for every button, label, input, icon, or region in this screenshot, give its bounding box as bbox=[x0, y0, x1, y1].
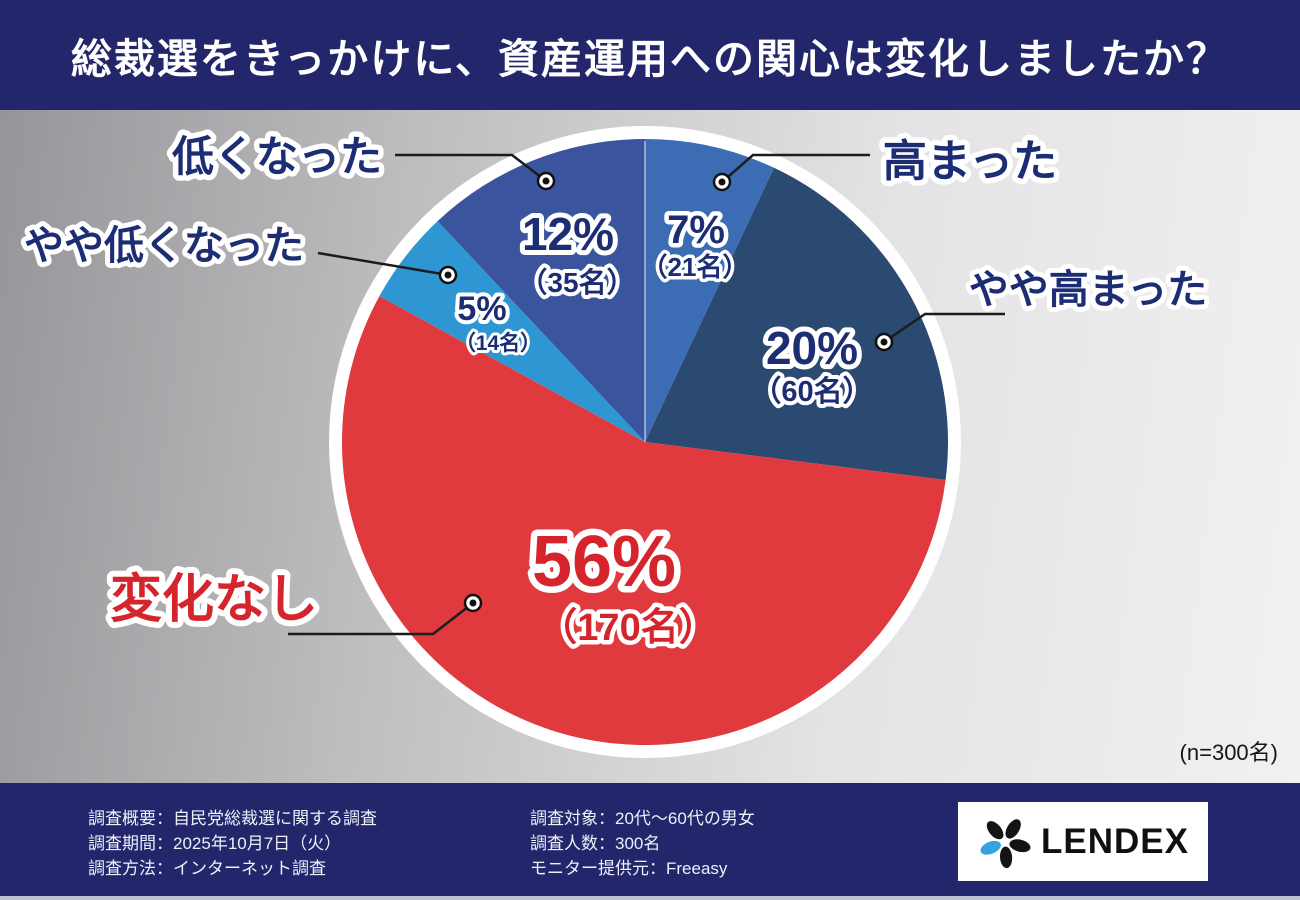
slice-pct-hikuku: 12% bbox=[522, 208, 614, 260]
pie-chart-svg: 高まった やや高まった 変化なし やや低くなった 低くなった 7% （21名） … bbox=[19, 126, 1212, 758]
sample-size-label: (n=300名) bbox=[1179, 740, 1278, 765]
leader-line-yaya-takamatta bbox=[883, 312, 1005, 344]
lendex-flower-icon bbox=[980, 818, 1031, 868]
leader-dot-hikuku-core bbox=[542, 177, 550, 185]
lendex-logo: LENDEX bbox=[958, 802, 1208, 881]
page-title: 総裁選をきっかけに、資産運用への関心は変化しましたか？ bbox=[70, 36, 1230, 82]
survey-monitor: モニター提供元：Freeasy bbox=[530, 859, 728, 878]
header-banner: 総裁選をきっかけに、資産運用への関心は変化しましたか？ bbox=[0, 0, 1300, 110]
pie-slice-3 bbox=[341, 296, 946, 746]
survey-target: 調査対象：20代～60代の男女 bbox=[530, 809, 755, 828]
callout-label-yaya-hikuku: やや低くなった bbox=[24, 224, 304, 268]
survey-method: 調査方法：インターネット調査 bbox=[88, 859, 326, 878]
slice-pct-takamatta: 7% bbox=[667, 208, 725, 252]
leader-dot-yaya-hikuku-core bbox=[444, 271, 452, 279]
survey-count: 調査人数：300名 bbox=[530, 834, 661, 853]
survey-info-right: 調査対象：20代～60代の男女 調査人数：300名 モニター提供元：Freeas… bbox=[530, 806, 755, 881]
callout-label-takamatta: 高まった bbox=[883, 137, 1057, 186]
leader-line-henka-nashi bbox=[288, 602, 474, 636]
leader-line-yaya-hikuku bbox=[317, 251, 449, 277]
slice-count-henka-nashi: （170名） bbox=[539, 607, 716, 649]
leader-lines bbox=[288, 153, 1005, 636]
survey-info-left: 調査概要：自民党総裁選に関する調査 調査期間：2025年10月7日（火） 調査方… bbox=[88, 806, 377, 881]
leader-dot-takamatta-core bbox=[718, 178, 726, 186]
leader-line-takamatta bbox=[721, 153, 870, 183]
pie-slice-2 bbox=[645, 167, 948, 481]
survey-period: 調査期間：2025年10月7日（火） bbox=[88, 834, 342, 853]
slice-count-hikuku: （35名） bbox=[519, 266, 634, 298]
leader-line-hikuku bbox=[395, 153, 547, 182]
slice-pct-henka-nashi: 56% bbox=[532, 522, 676, 602]
chart-area: 高まった やや高まった 変化なし やや低くなった 低くなった 7% （21名） … bbox=[0, 110, 1300, 783]
callout-label-yaya-takamatta: やや高まった bbox=[969, 268, 1207, 312]
lendex-logo-text: LENDEX bbox=[1041, 821, 1189, 861]
slice-pct-yaya-hikuku: 5% bbox=[457, 290, 506, 328]
slice-pct-yaya-takamatta: 20% bbox=[766, 322, 858, 374]
survey-overview: 調査概要：自民党総裁選に関する調査 bbox=[88, 809, 377, 828]
footer-bar: 調査概要：自民党総裁選に関する調査 調査期間：2025年10月7日（火） 調査方… bbox=[0, 783, 1300, 900]
leader-dot-henka-nashi-core bbox=[469, 599, 477, 607]
leader-dot-yaya-takamatta-core bbox=[880, 338, 888, 346]
slice-count-yaya-hikuku: （14名） bbox=[455, 331, 541, 355]
pie-slice-1 bbox=[645, 138, 774, 442]
callout-label-hikuku: 低くなった bbox=[172, 133, 382, 180]
slice-count-takamatta: （21名） bbox=[642, 252, 749, 282]
callout-label-henka-nashi: 変化なし bbox=[110, 571, 318, 629]
leader-dots bbox=[438, 171, 894, 613]
pie-slice-5 bbox=[437, 139, 645, 442]
slice-count-yaya-takamatta: （60名） bbox=[752, 375, 871, 408]
